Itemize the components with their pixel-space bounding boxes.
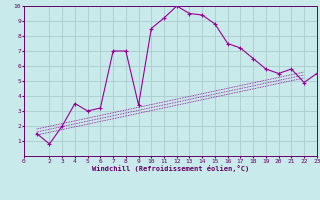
X-axis label: Windchill (Refroidissement éolien,°C): Windchill (Refroidissement éolien,°C) bbox=[92, 165, 249, 172]
